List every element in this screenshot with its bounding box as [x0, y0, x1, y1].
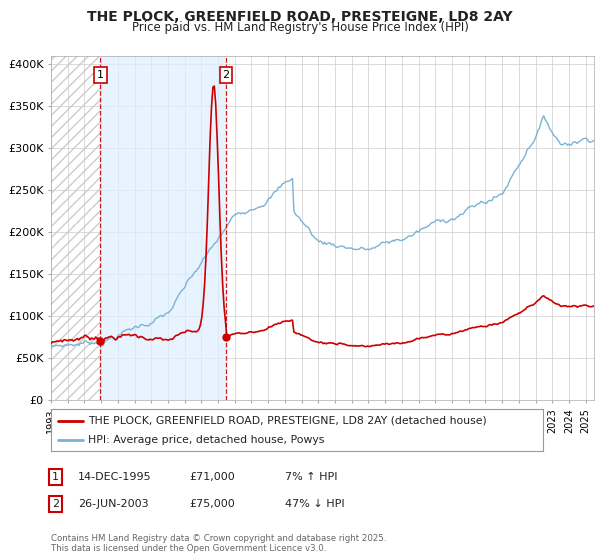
- Text: 1: 1: [97, 70, 104, 80]
- Text: £71,000: £71,000: [189, 472, 235, 482]
- Text: 1: 1: [52, 472, 59, 482]
- Bar: [100, 56, 226, 400]
- Text: 7% ↑ HPI: 7% ↑ HPI: [285, 472, 337, 482]
- Text: THE PLOCK, GREENFIELD ROAD, PRESTEIGNE, LD8 2AY: THE PLOCK, GREENFIELD ROAD, PRESTEIGNE, …: [87, 10, 513, 24]
- Text: 26-JUN-2003: 26-JUN-2003: [78, 499, 149, 509]
- Text: 47% ↓ HPI: 47% ↓ HPI: [285, 499, 344, 509]
- Text: £75,000: £75,000: [189, 499, 235, 509]
- Text: HPI: Average price, detached house, Powys: HPI: Average price, detached house, Powy…: [88, 435, 324, 445]
- Text: 14-DEC-1995: 14-DEC-1995: [78, 472, 152, 482]
- Text: Contains HM Land Registry data © Crown copyright and database right 2025.
This d: Contains HM Land Registry data © Crown c…: [51, 534, 386, 553]
- Text: 2: 2: [52, 499, 59, 509]
- Text: Price paid vs. HM Land Registry's House Price Index (HPI): Price paid vs. HM Land Registry's House …: [131, 21, 469, 34]
- Text: THE PLOCK, GREENFIELD ROAD, PRESTEIGNE, LD8 2AY (detached house): THE PLOCK, GREENFIELD ROAD, PRESTEIGNE, …: [88, 416, 487, 426]
- Text: 2: 2: [223, 70, 230, 80]
- Bar: [51, 56, 100, 400]
